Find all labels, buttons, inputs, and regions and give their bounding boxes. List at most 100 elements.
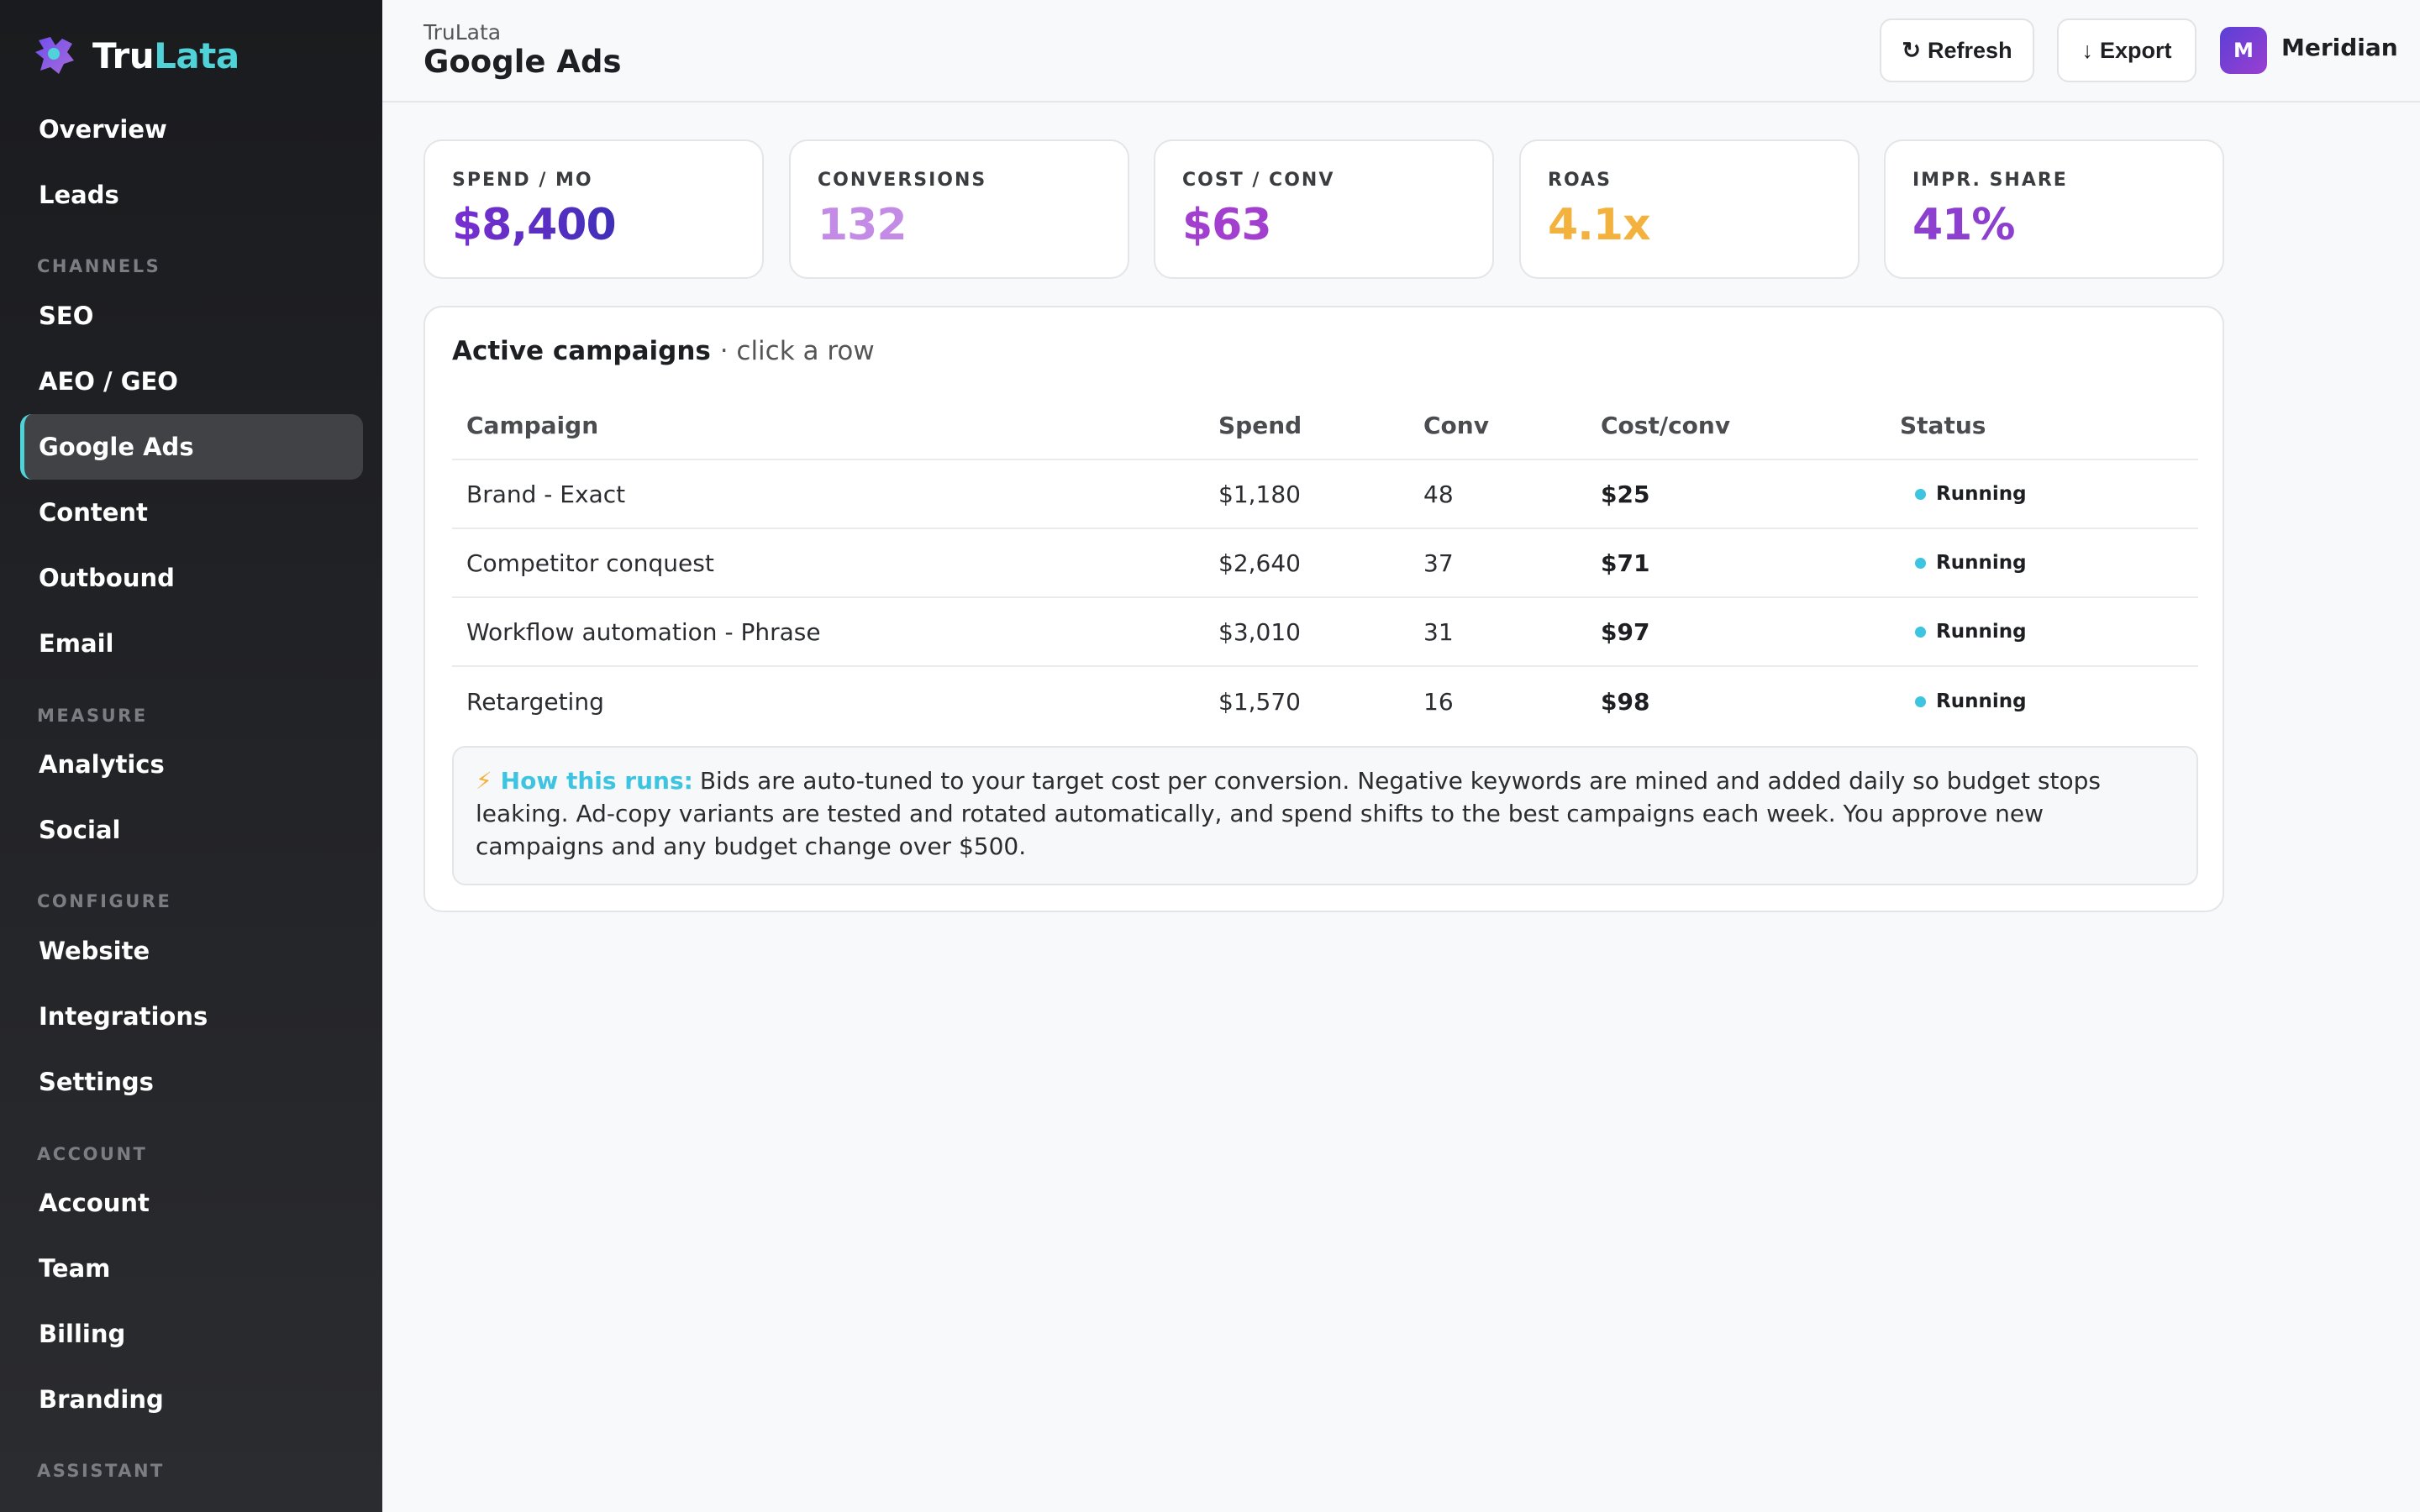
kpi-card-spend: SPEND / MO $8,400 xyxy=(424,139,764,279)
sidebar-section-configure: CONFIGURE xyxy=(37,891,172,911)
cell-conv: 31 xyxy=(1423,617,1454,646)
sidebar-item-analytics[interactable]: Analytics xyxy=(20,732,363,797)
status-badge: Running xyxy=(1915,460,2027,528)
cell-cost-per-conv: $97 xyxy=(1601,617,1650,646)
sidebar-item-seo[interactable]: SEO xyxy=(20,283,363,349)
campaigns-title-text: Active campaigns xyxy=(452,336,711,366)
cell-campaign: Retargeting xyxy=(466,687,604,716)
cell-spend: $3,010 xyxy=(1218,617,1301,646)
note-lead: How this runs: xyxy=(500,767,693,795)
account-name[interactable]: Meridian xyxy=(2281,34,2398,61)
kpi-value: 41% xyxy=(1912,200,2015,250)
refresh-button-label: Refresh xyxy=(1928,37,2012,63)
sidebar-item-label: Analytics xyxy=(39,750,165,779)
sidebar-item-content[interactable]: Content xyxy=(20,480,363,545)
status-badge: Running xyxy=(1915,667,2027,736)
cell-campaign: Competitor conquest xyxy=(466,549,714,577)
brand[interactable]: TruLata xyxy=(34,32,239,79)
sidebar-item-account[interactable]: Account xyxy=(20,1170,363,1236)
kpi-card-roas: ROAS 4.1x xyxy=(1519,139,1860,279)
table-row[interactable]: Retargeting $1,570 16 $98 Running xyxy=(452,667,2198,736)
sidebar-item-google-ads[interactable]: Google Ads xyxy=(20,414,363,480)
arrow-down-icon: ↓ xyxy=(2081,37,2093,63)
sidebar-item-leads[interactable]: Leads xyxy=(20,162,363,228)
export-button[interactable]: ↓ Export xyxy=(2057,18,2196,82)
sidebar-item-team[interactable]: Team xyxy=(20,1236,363,1301)
column-header-spend[interactable]: Spend xyxy=(1218,411,1302,439)
cell-spend: $1,570 xyxy=(1218,687,1301,716)
cell-spend: $2,640 xyxy=(1218,549,1301,577)
cell-spend: $1,180 xyxy=(1218,480,1301,508)
sidebar-item-label: SEO xyxy=(39,302,94,330)
sidebar-item-billing[interactable]: Billing xyxy=(20,1301,363,1367)
kpi-card-impression-share: IMPR. SHARE 41% xyxy=(1884,139,2224,279)
status-badge: Running xyxy=(1915,529,2027,596)
sidebar-item-label: Leads xyxy=(39,181,119,209)
breadcrumb[interactable]: TruLata xyxy=(424,20,502,45)
sidebar-item-website[interactable]: Website xyxy=(20,918,363,984)
sidebar-item-label: Email xyxy=(39,629,114,658)
column-header-campaign[interactable]: Campaign xyxy=(466,411,599,439)
sidebar-item-label: AEO / GEO xyxy=(39,367,178,396)
sidebar-item-outbound[interactable]: Outbound xyxy=(20,545,363,611)
table-row[interactable]: Workflow automation - Phrase $3,010 31 $… xyxy=(452,598,2198,667)
sidebar-section-account: ACCOUNT xyxy=(37,1144,148,1164)
sidebar-item-label: Outbound xyxy=(39,564,175,592)
sidebar-item-aeo-geo[interactable]: AEO / GEO xyxy=(20,349,363,414)
sidebar-item-label: Integrations xyxy=(39,1002,208,1031)
cell-cost-per-conv: $71 xyxy=(1601,549,1650,577)
sidebar-item-label: Content xyxy=(39,498,148,527)
table-row[interactable]: Brand - Exact $1,180 48 $25 Running xyxy=(452,460,2198,529)
cell-conv: 16 xyxy=(1423,687,1454,716)
cell-campaign: Brand - Exact xyxy=(466,480,626,508)
status-dot-icon xyxy=(1915,557,1926,569)
page-header: TruLata Google Ads ↻ Refresh ↓ Export M … xyxy=(382,0,2420,102)
kpi-value: $8,400 xyxy=(452,200,617,250)
kpi-label: SPEND / MO xyxy=(452,170,593,191)
sidebar-section-channels: CHANNELS xyxy=(37,256,161,276)
sidebar-item-label: Branding xyxy=(39,1385,164,1414)
kpi-value: 132 xyxy=(818,200,908,250)
column-header-status[interactable]: Status xyxy=(1900,411,1986,439)
kpi-card-cost-per-conv: COST / CONV $63 xyxy=(1154,139,1494,279)
kpi-label: IMPR. SHARE xyxy=(1912,170,2068,191)
puzzle-logo-icon xyxy=(34,34,77,77)
campaigns-table: Campaign Spend Conv Cost/conv Status Bra… xyxy=(452,391,2198,736)
sidebar-item-branding[interactable]: Branding xyxy=(20,1367,363,1432)
sidebar-item-overview[interactable]: Overview xyxy=(20,97,363,162)
sidebar-item-label: Account xyxy=(39,1189,150,1217)
kpi-value: $63 xyxy=(1182,200,1272,250)
column-header-conv[interactable]: Conv xyxy=(1423,411,1489,439)
sidebar-item-label: Team xyxy=(39,1254,111,1283)
status-dot-icon xyxy=(1915,488,1926,500)
sidebar-item-social[interactable]: Social xyxy=(20,797,363,863)
brand-name: TruLata xyxy=(92,35,239,76)
table-row[interactable]: Competitor conquest $2,640 37 $71 Runnin… xyxy=(452,529,2198,598)
sidebar-item-integrations[interactable]: Integrations xyxy=(20,984,363,1049)
kpi-label: COST / CONV xyxy=(1182,170,1335,191)
status-label: Running xyxy=(1936,621,2027,643)
status-dot-icon xyxy=(1915,626,1926,638)
kpi-value: 4.1x xyxy=(1548,200,1651,250)
sidebar-item-settings[interactable]: Settings xyxy=(20,1049,363,1115)
campaigns-hint: · click a row xyxy=(719,336,875,366)
refresh-icon: ↻ xyxy=(1902,37,1922,63)
sidebar-item-label: Google Ads xyxy=(39,433,194,461)
column-header-cost-per-conv[interactable]: Cost/conv xyxy=(1601,411,1731,439)
status-dot-icon xyxy=(1915,696,1926,707)
sidebar-item-label: Billing xyxy=(39,1320,126,1348)
campaigns-title: Active campaigns · click a row xyxy=(452,336,875,366)
sidebar-item-email[interactable]: Email xyxy=(20,611,363,676)
lightning-icon: ⚡ xyxy=(476,767,492,795)
refresh-button[interactable]: ↻ Refresh xyxy=(1880,18,2034,82)
avatar[interactable]: M xyxy=(2220,27,2267,74)
campaigns-panel: Active campaigns · click a row Campaign … xyxy=(424,306,2224,912)
how-this-runs-note: ⚡ How this runs: Bids are auto-tuned to yo… xyxy=(452,746,2198,885)
cell-conv: 37 xyxy=(1423,549,1454,577)
sidebar: TruLata Overview Leads CHANNELS SEO AEO … xyxy=(0,0,382,1512)
sidebar-section-measure: MEASURE xyxy=(37,706,148,726)
cell-cost-per-conv: $25 xyxy=(1601,480,1650,508)
table-header: Campaign Spend Conv Cost/conv Status xyxy=(452,391,2198,460)
page-title: Google Ads xyxy=(424,44,622,80)
sidebar-item-label: Social xyxy=(39,816,121,844)
